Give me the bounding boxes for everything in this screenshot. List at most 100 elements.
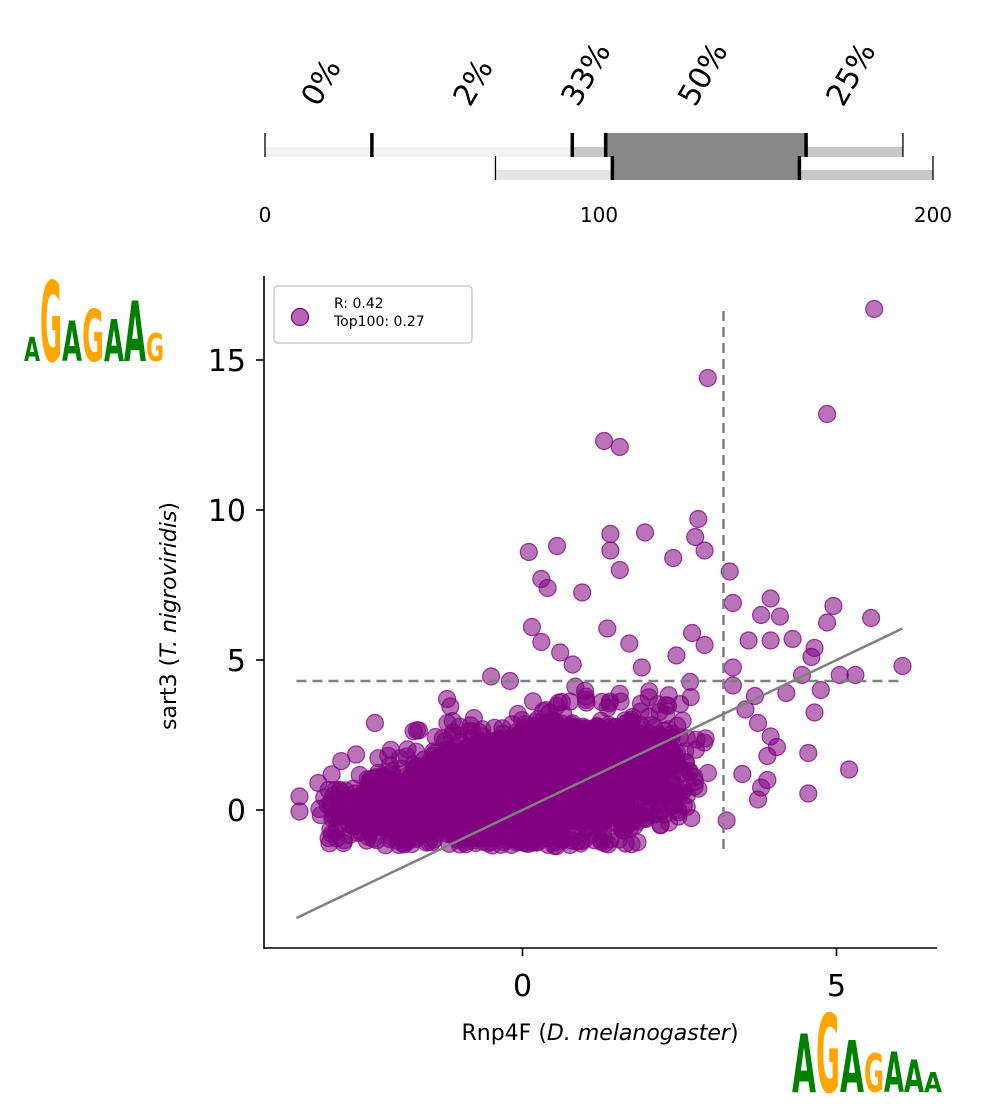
data-point — [447, 812, 466, 831]
outlier-point-73 — [748, 790, 768, 809]
data-point — [380, 781, 399, 800]
data-point — [328, 816, 347, 836]
y-logo-letter-0: A — [24, 330, 40, 369]
data-point — [537, 700, 556, 720]
data-point — [656, 696, 676, 715]
outlier-point-53 — [723, 676, 743, 695]
x-tick-label-5: 5 — [827, 969, 846, 1004]
data-point — [611, 692, 630, 711]
outlier-point-25 — [817, 613, 837, 632]
data-point — [698, 763, 718, 783]
outlier-point-17 — [720, 562, 739, 581]
y-axis-gene: sart3 — [157, 673, 182, 730]
data-point — [689, 779, 708, 798]
x-axis-paren-close: ) — [730, 1021, 739, 1046]
data-point — [429, 772, 448, 791]
outlier-point-16 — [610, 560, 629, 580]
data-point — [565, 759, 584, 778]
data-point — [492, 792, 511, 811]
outlier-point-59 — [438, 689, 457, 709]
data-point — [640, 707, 659, 726]
data-point — [645, 787, 665, 807]
data-point — [368, 770, 387, 790]
outlier-point-74 — [717, 811, 736, 830]
y-logo-letter-3: G — [82, 294, 104, 378]
data-point — [434, 792, 454, 811]
data-point — [344, 817, 363, 836]
y-logo-letter-4: A — [104, 307, 124, 374]
y-logo-letter-2: A — [62, 311, 82, 375]
outlier-point-63 — [334, 833, 353, 853]
outlier-point-57 — [409, 721, 428, 740]
upper-track-segment-0 — [265, 147, 372, 157]
lower-track-segment-2 — [799, 170, 933, 180]
data-point — [561, 736, 581, 755]
data-point — [408, 815, 427, 834]
outlier-point-60 — [347, 745, 366, 764]
x-axis-species: D. melanogaster — [547, 1021, 732, 1046]
scale-tick-0: 0 — [259, 203, 272, 227]
data-point — [620, 784, 640, 804]
x-axis-gene: Rnp4F — [461, 1021, 531, 1046]
x-logo-letter-5: A — [904, 1051, 924, 1102]
data-point — [588, 806, 608, 826]
data-point — [414, 782, 433, 801]
outlier-point-67 — [563, 655, 582, 674]
outlier-point-4 — [610, 437, 629, 457]
outlier-point-38 — [799, 784, 818, 803]
data-point — [516, 833, 535, 853]
y-tick-label-5: 5 — [227, 644, 246, 679]
x-logo-letter-2: A — [840, 1025, 864, 1109]
data-point — [591, 831, 611, 850]
x-tick-label-0: 0 — [513, 969, 532, 1004]
x-logo-letter-3: G — [864, 1044, 884, 1105]
outlier-point-37 — [799, 743, 818, 763]
outlier-point-44 — [522, 617, 542, 637]
upper-track-segment-4 — [806, 147, 903, 157]
lower-track-segment-0 — [495, 170, 613, 180]
data-point — [612, 819, 632, 839]
data-point — [341, 795, 360, 814]
outlier-point-40 — [761, 727, 780, 746]
data-point — [566, 677, 585, 696]
data-point — [369, 749, 388, 768]
legend-box — [273, 285, 473, 344]
outlier-point-23 — [824, 596, 843, 616]
outlier-point-36 — [839, 760, 859, 779]
outlier-point-50 — [695, 635, 714, 655]
y-axis-paren-open: ( — [157, 658, 182, 667]
regression-line — [295, 627, 903, 920]
outlier-point-5 — [547, 536, 567, 556]
y-tick-label-0: 0 — [227, 794, 246, 829]
data-point — [397, 747, 416, 766]
legend-line-r: R: 0.42 — [334, 296, 384, 312]
outlier-point-0 — [865, 299, 884, 319]
scale-tick-200: 200 — [914, 203, 952, 227]
data-point — [458, 749, 477, 769]
outlier-point-33 — [846, 665, 865, 685]
data-point — [633, 768, 653, 788]
y-axis-species: T. nigroviridis — [157, 511, 182, 658]
outlier-point-69 — [667, 646, 686, 665]
percent-label-3: 33% — [555, 37, 619, 112]
upper-track-segment-1 — [371, 147, 573, 157]
outlier-point-2 — [817, 404, 837, 424]
data-point — [475, 797, 495, 816]
y-logo-letter-1: G — [40, 259, 62, 388]
outlier-point-46 — [551, 643, 570, 662]
density-cloud — [310, 672, 718, 856]
outlier-point-6 — [519, 542, 538, 562]
outlier-point-31 — [811, 680, 830, 700]
outlier-point-10 — [686, 527, 705, 547]
y-axis-paren-close: ) — [157, 502, 182, 511]
lower-track — [494, 156, 934, 180]
y-logo-letter-5: A — [124, 286, 146, 381]
data-point — [598, 780, 618, 799]
outlier-point-19 — [723, 593, 743, 613]
outlier-point-24 — [861, 608, 881, 628]
y-tick-label-10: 10 — [208, 494, 246, 529]
data-point — [464, 766, 483, 785]
outlier-point-27 — [761, 631, 780, 650]
outlier-point-7 — [601, 524, 620, 544]
